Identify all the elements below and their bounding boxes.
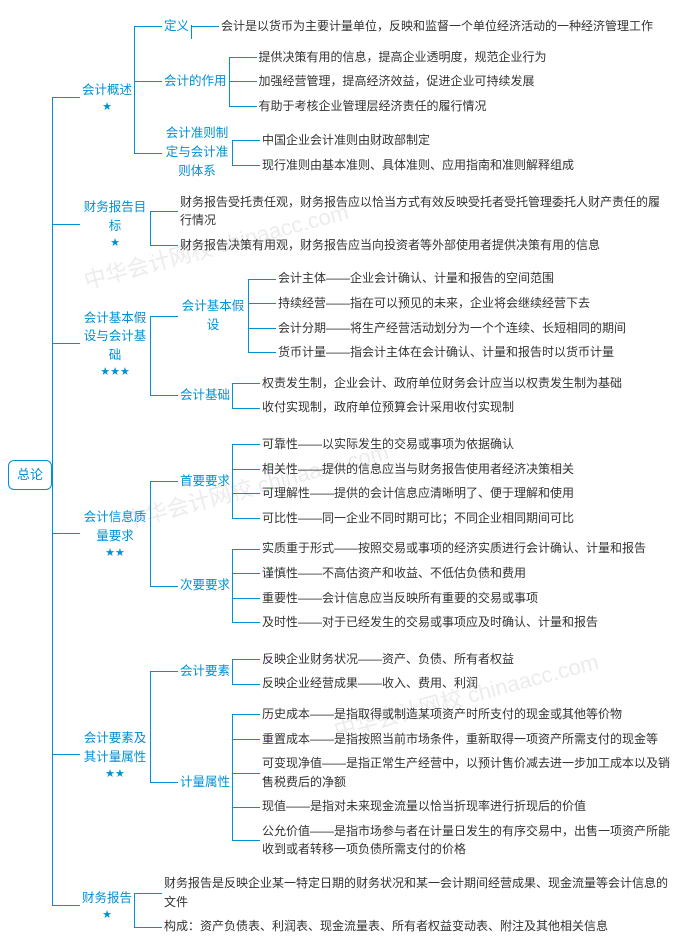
leaf-text: 历史成本——是指取得或制造某项资产时所支付的现金或其他等价物	[260, 705, 622, 724]
leaf-text: 实质重于形式——按照交易或事项的经济实质进行会计确认、计量和报告	[260, 539, 646, 558]
leaf-text: 中国企业会计准则由财政部制定	[260, 131, 430, 150]
leaf-text: 重置成本——是指按照当前市场条件，重新取得一项资产所需支付的现金等	[260, 730, 658, 749]
leaf-text: 会计分期——将生产经营活动划分为一个个连续、长短相同的期间	[276, 319, 626, 338]
branch-label: 财务报告目标★	[80, 198, 150, 249]
leaf-text: 反映企业财务状况——资产、负债、所有者权益	[260, 650, 514, 669]
leaf-text: 可靠性——以实际发生的交易或事项为依据确认	[260, 435, 514, 454]
branch-label: 会计要素及其计量属性★★	[80, 729, 150, 780]
leaf-text: 权责发生制，企业会计、政府单位财务会计应当以权责发生制为基础	[260, 374, 622, 393]
branch-label: 会计信息质量要求★★	[80, 508, 150, 559]
star-rating: ★	[82, 910, 132, 921]
leaf-text: 现行准则由基本准则、具体准则、应用指南和准则解释组成	[260, 156, 574, 175]
leaf-text: 加强经营管理，提高经济效益，促进企业可持续发展	[257, 72, 535, 91]
leaf-text: 提供决策有用的信息，提高企业透明度，规范企业行为	[257, 48, 547, 67]
leaf-text: 可变现净值——是指正常生产经营中，以预计售价减去进一步加工成本以及销售税费后的净…	[260, 754, 672, 791]
leaf-text: 可理解性——提供的会计信息应清晰明了、便于理解和使用	[260, 484, 574, 503]
branch-label: 会计概述★	[80, 81, 134, 113]
leaf-text: 财务报告决策有用观，财务报告应当向投资者等外部使用者提供决策有用的信息	[178, 236, 600, 255]
leaf-text: 及时性——对于已经发生的交易或事项应及时确认、计量和报告	[260, 613, 598, 632]
branch-label: 会计的作用	[162, 72, 229, 91]
leaf-text: 财务报告是反映企业某一特定日期的财务状况和某一会计期间经营成果、现金流量等会计信…	[162, 874, 672, 911]
leaf-text: 收付实现制，政府单位预算会计采用收付实现制	[260, 398, 514, 417]
branch-label: 计量属性	[178, 773, 232, 792]
leaf-text: 重要性——会计信息应当反映所有重要的交易或事项	[260, 589, 538, 608]
branch-label: 定义	[162, 17, 191, 36]
leaf-text: 持续经营——指在可以预见的未来，企业将会继续经营下去	[276, 294, 590, 313]
leaf-text: 有助于考核企业管理层经济责任的履行情况	[257, 97, 487, 116]
leaf-text: 可比性——同一企业不同时期可比；不同企业相同期间可比	[260, 509, 574, 528]
branch-label: 首要要求	[178, 472, 232, 491]
star-rating: ★★	[82, 548, 148, 559]
star-rating: ★	[82, 102, 132, 113]
leaf-text: 公允价值——是指市场参与者在计量日发生的有序交易中，出售一项资产所能收到或者转移…	[260, 822, 672, 859]
star-rating: ★	[82, 238, 148, 249]
branch-label: 次要要求	[178, 576, 232, 595]
leaf-text: 相关性——提供的信息应当与财务报告使用者经济决策相关	[260, 460, 574, 479]
branch-label: 会计准则制定与会计准则体系	[162, 124, 232, 180]
star-rating: ★★★	[82, 367, 148, 378]
branch-label: 会计基本假设与会计基础★★★	[80, 309, 150, 378]
branch-label: 财务报告★	[80, 889, 134, 921]
branch-label: 会计要素	[178, 662, 232, 681]
leaf-text: 货币计量——指会计主体在会计确认、计量和报告时以货币计量	[276, 343, 614, 362]
main-branches: 会计概述★ 定义 会计是以货币为主要计量单位，反映和监督一个单位经济活动的一种经济管…	[52, 8, 672, 942]
leaf-text: 现值——是指对未来现金流量以恰当折现率进行折现后的价值	[260, 797, 586, 816]
leaf-text: 会计主体——企业会计确认、计量和报告的空间范围	[276, 269, 554, 288]
leaf-text: 构成：资产负债表、利润表、现金流量表、所有者权益变动表、附注及其他相关信息	[162, 917, 608, 936]
leaf-text: 财务报告受托责任观，财务报告应以恰当方式有效反映受托者受托管理委托人财产责任的履…	[178, 193, 672, 230]
leaf-text: 谨慎性——不高估资产和收益、不低估负债和费用	[260, 564, 526, 583]
branch-label: 会计基础	[178, 386, 232, 405]
leaf-text: 反映企业经营成果——收入、费用、利润	[260, 674, 478, 693]
star-rating: ★★	[82, 769, 148, 780]
root-node: 总论	[8, 460, 52, 490]
leaf-text: 会计是以货币为主要计量单位，反映和监督一个单位经济活动的一种经济管理工作	[219, 17, 653, 36]
mindmap-tree: 总论 会计概述★ 定义 会计是以货币为主要计量单位，反映和监督一个单位经济活动的一种…	[8, 8, 672, 942]
branch-label: 会计基本假设	[178, 297, 248, 335]
